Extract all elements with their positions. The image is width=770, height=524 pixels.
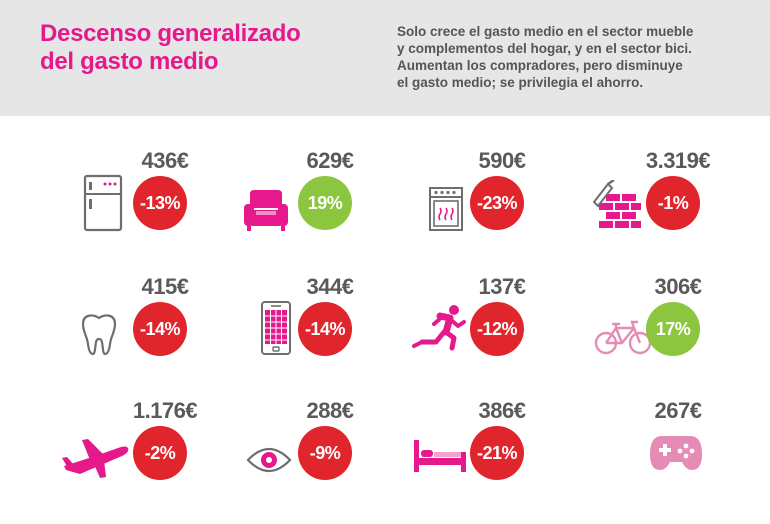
change-badge: -12%: [470, 302, 524, 356]
change-badge: -1%: [646, 176, 700, 230]
smartphone-icon: [260, 300, 292, 356]
header-banner: Descenso generalizado del gasto medio So…: [0, 0, 770, 116]
spending-card-telephony: 344€ -14%: [240, 274, 420, 384]
oven-icon: [428, 186, 464, 232]
change-badge: -9%: [298, 426, 352, 480]
change-badge: -2%: [133, 426, 187, 480]
spending-card-bedding: 386€ -21%: [412, 398, 592, 508]
gamepad-icon: [648, 432, 704, 472]
tooth-icon: [79, 312, 119, 356]
page-title: Descenso generalizado del gasto medio: [40, 20, 360, 76]
change-badge: 19%: [298, 176, 352, 230]
amount-label: 1.176€: [132, 398, 198, 423]
subtitle-line: Aumentan los compradores, pero disminuye: [397, 58, 683, 73]
bed-icon: [412, 438, 468, 474]
amount-label: 3.319€: [645, 148, 711, 173]
runner-icon: [412, 304, 468, 352]
amount-label: 137€: [478, 274, 526, 299]
subtitle-line: y complementos del hogar, y en el sector…: [397, 41, 692, 56]
airplane-icon: [60, 430, 130, 480]
change-badge: -14%: [133, 302, 187, 356]
subtitle-line: Solo crece el gasto medio en el sector m…: [397, 24, 694, 39]
eye-icon: [246, 444, 292, 476]
change-badge: -23%: [470, 176, 524, 230]
spending-card-optics: 288€ -9%: [240, 398, 420, 508]
title-line: Descenso generalizado: [40, 20, 301, 47]
amount-label: 288€: [306, 398, 354, 423]
amount-label: 590€: [478, 148, 526, 173]
amount-label: 436€: [141, 148, 189, 173]
amount-label: 344€: [306, 274, 354, 299]
change-badge: -13%: [133, 176, 187, 230]
amount-label: 386€: [478, 398, 526, 423]
amount-label: 629€: [306, 148, 354, 173]
spending-card-sports: 137€ -12%: [412, 274, 592, 384]
change-badge: -21%: [470, 426, 524, 480]
subtitle-line: el gasto medio; se privilegia el ahorro.: [397, 75, 644, 90]
brick-wall-trowel-icon: [590, 180, 644, 232]
spending-card-dental: 415€ -14%: [75, 274, 255, 384]
spending-card-oven: 590€ -23%: [412, 148, 592, 258]
change-badge: -14%: [298, 302, 352, 356]
spending-card-bicycle: 306€ 17%: [588, 274, 768, 384]
spending-card-appliances: 436€ -13%: [75, 148, 255, 258]
change-badge: 17%: [646, 302, 700, 356]
fridge-icon: [83, 174, 123, 232]
page-subtitle: Solo crece el gasto medio en el sector m…: [397, 23, 747, 91]
amount-label: 415€: [141, 274, 189, 299]
spending-card-furniture: 629€ 19%: [240, 148, 420, 258]
spending-card-gaming: 267€: [588, 398, 768, 508]
spending-card-travel: 1.176€ -2%: [60, 398, 240, 508]
title-line: del gasto medio: [40, 48, 219, 75]
spending-card-construction: 3.319€ -1%: [588, 148, 768, 258]
amount-label: 306€: [654, 274, 702, 299]
amount-label: 267€: [654, 398, 702, 423]
bicycle-icon: [594, 320, 652, 356]
armchair-icon: [242, 188, 290, 232]
